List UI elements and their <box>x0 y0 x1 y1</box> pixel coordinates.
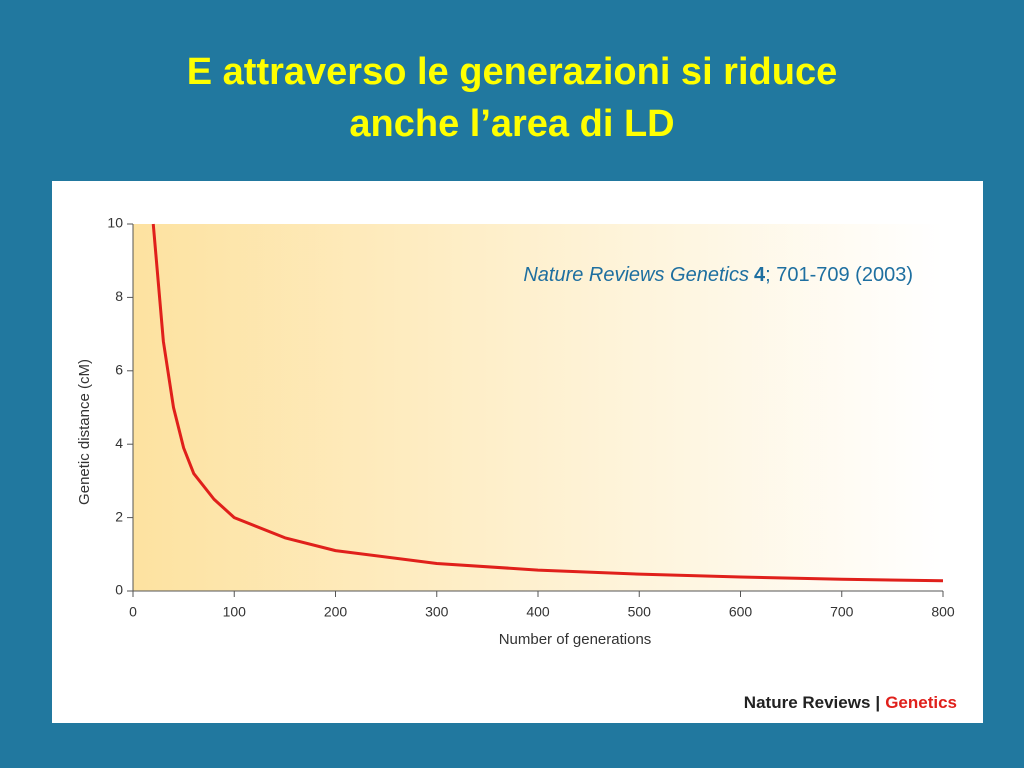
x-tick-label: 800 <box>931 604 955 620</box>
citation-pages: ; 701-709 (2003) <box>765 264 913 286</box>
logo-right: Genetics <box>885 693 957 712</box>
x-tick-label: 0 <box>129 604 137 620</box>
x-tick-label: 600 <box>729 604 753 620</box>
x-tick-label: 700 <box>830 604 854 620</box>
logo: Nature Reviews | Genetics <box>744 693 957 712</box>
logo-left: Nature Reviews <box>744 693 871 712</box>
x-tick-label: 300 <box>425 604 449 620</box>
citation: Nature Reviews Genetics 4; 701-709 (2003) <box>523 264 913 286</box>
citation-journal: Nature Reviews Genetics <box>523 264 749 286</box>
data-line <box>151 223 944 583</box>
y-tick-label: 2 <box>115 508 123 524</box>
y-tick-label: 8 <box>115 288 123 304</box>
x-tick-label: 500 <box>628 604 652 620</box>
x-axis-label: Number of generations <box>499 631 652 648</box>
slide-title: E attraverso le generazioni si riduce <box>187 51 837 93</box>
citation-volume: 4 <box>754 264 766 286</box>
y-tick-label: 6 <box>115 362 123 378</box>
x-tick-label: 100 <box>223 604 247 620</box>
x-tick-label: 400 <box>526 604 550 620</box>
y-tick-label: 4 <box>115 435 123 451</box>
logo-separator: | <box>875 693 880 712</box>
x-tick-label: 200 <box>324 604 348 620</box>
slide-title: anche l’area di LD <box>349 103 674 145</box>
y-tick-label: 10 <box>107 215 123 231</box>
y-axis-label: Genetic distance (cM) <box>76 359 93 505</box>
y-tick-label: 0 <box>115 582 123 598</box>
